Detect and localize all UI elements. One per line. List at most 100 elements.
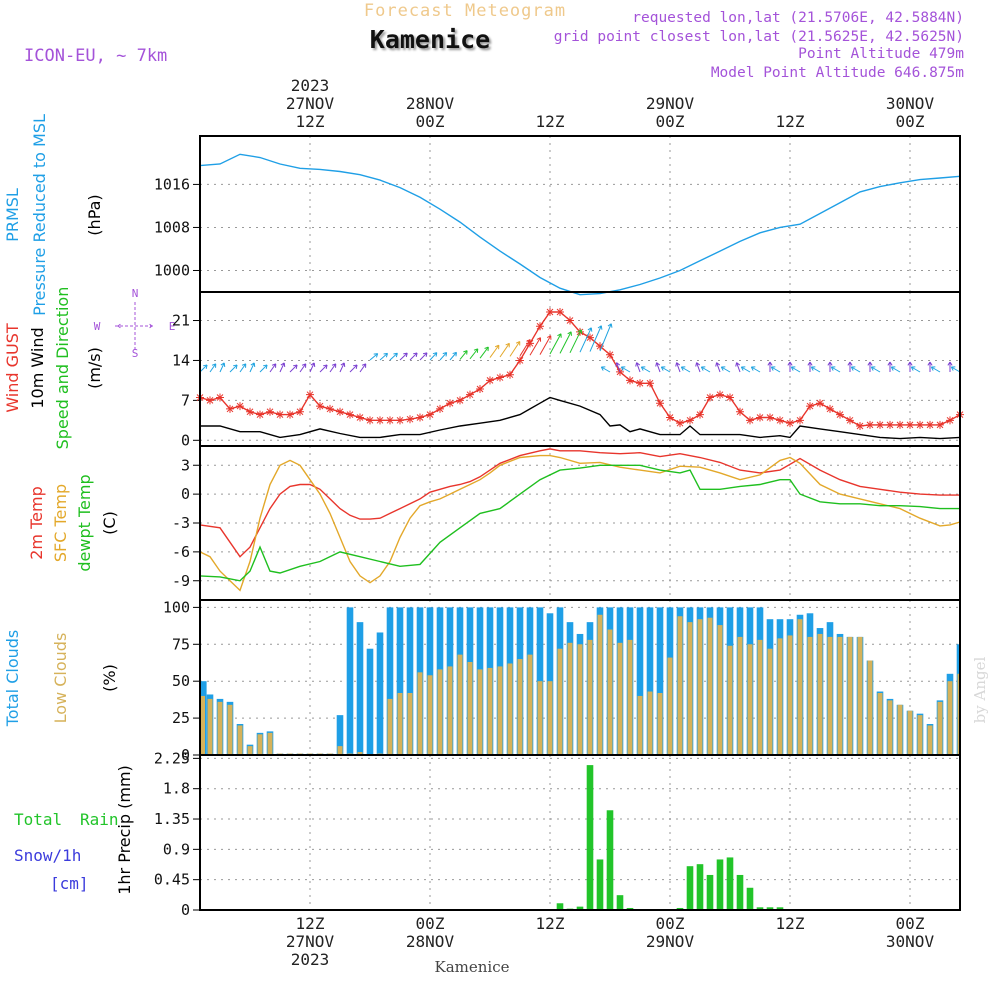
wind-arrow-shaft xyxy=(319,364,328,373)
bar-low_clouds xyxy=(217,701,223,755)
bar-low_clouds xyxy=(507,663,513,755)
wind-arrow xyxy=(249,362,256,373)
wind-arrow-head xyxy=(597,325,603,330)
wind-arrow xyxy=(695,362,701,373)
wind-arrow xyxy=(359,363,367,373)
gust-marker xyxy=(746,416,754,425)
gust-marker xyxy=(876,420,884,429)
wind-arrow-head xyxy=(484,346,489,352)
wind-arrow-head xyxy=(340,362,346,367)
gust-marker xyxy=(376,416,384,425)
gust-marker xyxy=(586,333,594,342)
gust-marker xyxy=(296,407,304,416)
wind-arrow xyxy=(409,352,418,361)
wind-arrow xyxy=(787,361,793,372)
wind-arrow-shaft xyxy=(676,362,681,373)
wind-arrow xyxy=(827,361,833,372)
y-tick-label: 50 xyxy=(172,672,190,690)
bar-low_clouds xyxy=(917,715,923,755)
wind-arrow xyxy=(750,366,761,373)
wind-arrow-head xyxy=(442,352,448,357)
wind-arrow-head xyxy=(373,353,379,358)
gust-marker xyxy=(286,410,294,419)
wind-arrow xyxy=(600,366,611,373)
wind-arrow-head xyxy=(787,361,793,366)
bar-low_clouds xyxy=(207,698,213,755)
wind-arrow-shaft xyxy=(529,337,541,356)
y-tick-label: 3 xyxy=(181,456,190,474)
wind-arrow-head xyxy=(950,366,956,371)
bar-low_clouds xyxy=(427,675,433,755)
y-tick-label: 14 xyxy=(172,351,190,369)
y-tick-label: -9 xyxy=(172,572,190,590)
bar-low_clouds xyxy=(497,666,503,755)
top-axis-label: 12Z xyxy=(296,112,325,131)
wind-arrow-shaft xyxy=(439,352,448,361)
wind-arrow-shaft xyxy=(249,362,255,373)
wind-arrow-shaft xyxy=(716,362,721,373)
wind-arrow xyxy=(509,341,521,357)
bottom-axis-label: 29NOV xyxy=(646,932,695,951)
wind-arrow-head xyxy=(947,361,953,366)
bar-low_clouds xyxy=(817,633,823,755)
panel-4: 0 0.45 0.9 1.35 1.8 2.25 Total Rain Snow/1h [cm] 1… xyxy=(14,749,961,919)
wind-arrow-head xyxy=(331,363,337,368)
wind-arrow xyxy=(369,353,379,361)
panel-2: -9 -6 -3 0 3 2m Temp SFC Temp dewpt Temp (C) xyxy=(27,445,961,601)
wind-arrow xyxy=(439,352,448,361)
wind-arrow xyxy=(339,362,346,373)
y-tick-label: 0 xyxy=(181,431,190,449)
wind-arrow-shaft xyxy=(636,362,641,373)
wind-arrow-head xyxy=(211,363,217,368)
bar-rain xyxy=(596,859,604,910)
wind-arrow-shaft xyxy=(891,366,901,373)
gust-marker xyxy=(606,350,614,359)
gust-marker xyxy=(826,404,834,413)
wind-arrow xyxy=(599,323,613,352)
panel-frame xyxy=(199,135,961,293)
bar-low_clouds xyxy=(627,639,633,755)
gust-marker xyxy=(496,373,504,382)
top-axis-label: 12Z xyxy=(776,112,805,131)
gust-marker xyxy=(936,420,944,429)
bar-low_clouds xyxy=(547,681,553,755)
wind-arrow-shaft xyxy=(751,366,761,373)
wind-arrow-shaft xyxy=(549,333,562,355)
wind-arrow-shaft xyxy=(831,366,841,373)
bar-rain xyxy=(576,906,584,910)
wind-arrow xyxy=(469,348,479,360)
wind-arrow xyxy=(830,366,841,373)
panel-1: 0 7 14 21 N S W E Wind GUST 10m Wind Speed and Dir… xyxy=(3,287,964,449)
wind-arrow xyxy=(559,331,572,354)
wind-arrow-head xyxy=(750,366,756,371)
bar-low_clouds xyxy=(567,642,573,755)
bar-low_clouds xyxy=(867,660,873,755)
wind-arrow xyxy=(807,361,813,372)
gust-marker xyxy=(346,410,354,419)
gust-marker xyxy=(536,322,544,331)
wind-arrow-head xyxy=(505,342,510,348)
wind-arrow-head xyxy=(263,364,268,369)
bar-low_clouds xyxy=(947,681,953,755)
bottom-axis-label: 28NOV xyxy=(406,932,455,951)
top-axis-label: 27NOV xyxy=(286,94,335,113)
wind-arrow-shaft xyxy=(409,352,418,361)
series-line-dewpt xyxy=(199,464,960,582)
wind-arrow-head xyxy=(700,366,706,371)
wind-arrow-shaft xyxy=(269,363,277,373)
wind-arrow xyxy=(847,361,853,372)
wind-arrow-shaft xyxy=(791,366,801,373)
wind-arrow-shaft xyxy=(579,327,592,353)
gust-marker xyxy=(226,404,234,413)
wind-arrow-shaft xyxy=(539,335,552,355)
bar-rain xyxy=(586,765,594,910)
wind-arrow xyxy=(299,363,307,373)
wind-arrow-shaft xyxy=(599,323,612,352)
bar-low_clouds xyxy=(417,672,423,755)
wind-arrow-head xyxy=(767,361,773,366)
panel-label: dewpt Temp xyxy=(75,474,94,571)
bar-low_clouds xyxy=(777,638,783,755)
bar-low_clouds xyxy=(857,636,863,755)
